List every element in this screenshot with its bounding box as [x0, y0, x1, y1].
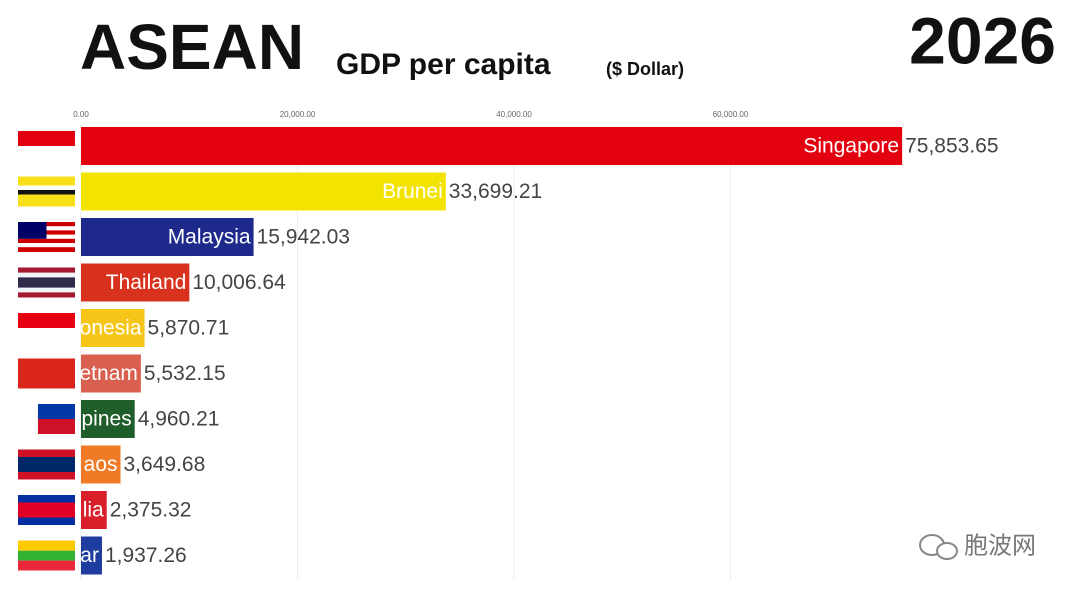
flag-part	[18, 560, 75, 571]
bar-label: ar	[80, 544, 99, 567]
x-tick-label: 60,000.00	[713, 110, 749, 119]
flag-part	[18, 313, 75, 328]
value-label: 10,006.64	[192, 271, 286, 294]
flag-part	[18, 185, 75, 190]
flag-part	[18, 457, 75, 472]
bar-label: etnam	[80, 362, 138, 385]
x-tick-label: 0.00	[73, 110, 89, 119]
flag	[18, 449, 75, 480]
flag	[18, 540, 75, 571]
value-label: 3,649.68	[124, 453, 206, 476]
flag-part	[18, 190, 75, 195]
watermark-icon	[919, 534, 958, 560]
bar-label: Singapore	[803, 135, 899, 158]
flag-part	[18, 146, 75, 161]
value-label: 75,853.65	[905, 135, 998, 158]
flag-part	[18, 243, 75, 248]
bar-label: Malaysia	[168, 226, 251, 249]
flag	[18, 131, 75, 161]
bar-label: Thailand	[106, 271, 187, 294]
bar-label: pines	[81, 408, 131, 431]
flag-part	[18, 222, 47, 239]
bar-label: Brunei	[382, 180, 443, 203]
bar	[81, 218, 254, 256]
bar	[81, 309, 145, 347]
value-label: 2,375.32	[110, 499, 192, 522]
bar	[81, 445, 121, 484]
flag-part	[18, 328, 75, 343]
flag	[18, 267, 75, 298]
bar	[81, 172, 446, 211]
bar	[81, 536, 102, 575]
bar	[81, 354, 141, 393]
flag	[18, 176, 75, 207]
value-label: 5,532.15	[144, 362, 226, 385]
flag	[18, 495, 75, 525]
flag	[18, 222, 75, 252]
bar-label: onesia	[80, 317, 142, 340]
flag-part	[18, 540, 75, 551]
bar-label: aos	[84, 453, 118, 476]
flag-part	[18, 131, 75, 146]
value-label: 15,942.03	[257, 226, 350, 249]
x-tick-label: 40,000.00	[496, 110, 532, 119]
flag-part	[18, 502, 75, 518]
bar	[81, 400, 135, 438]
value-label: 1,937.26	[105, 544, 187, 567]
chart-title: ASEAN	[80, 11, 304, 83]
unit-label: ($ Dollar)	[606, 59, 684, 79]
flag	[18, 358, 75, 389]
x-tick-label: 20,000.00	[280, 110, 316, 119]
value-label: 4,960.21	[138, 408, 220, 431]
year-label: 2026	[909, 3, 1056, 77]
bar-label: lia	[83, 499, 104, 522]
chart-subtitle: GDP per capita	[336, 48, 551, 81]
flag	[18, 404, 75, 434]
watermark: 胞波网	[964, 532, 1036, 559]
flag-part	[18, 404, 38, 434]
value-label: 5,870.71	[148, 317, 230, 340]
bar	[81, 127, 903, 165]
value-label: 33,699.21	[449, 180, 542, 203]
flag-part	[18, 358, 75, 389]
bar	[81, 491, 107, 529]
flag-part	[18, 550, 75, 561]
flag	[18, 313, 75, 343]
flag-part	[18, 277, 75, 288]
bar	[81, 263, 190, 302]
